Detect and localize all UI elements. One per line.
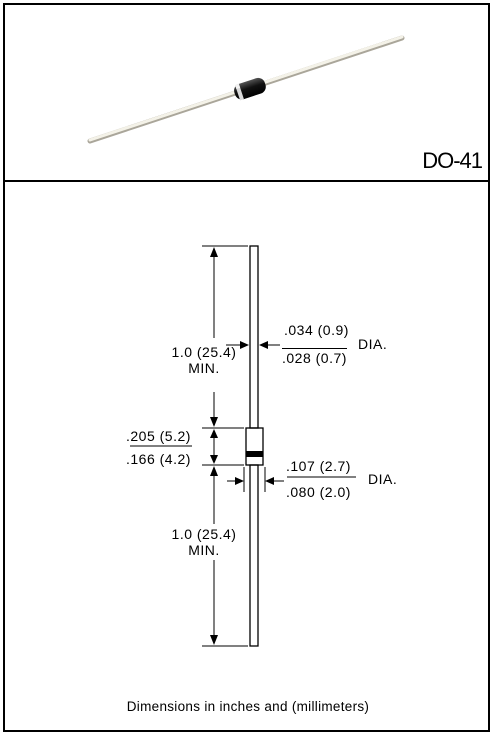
section-divider <box>3 180 490 182</box>
footer-note: Dimensions in inches and (millimeters) <box>126 699 370 714</box>
package-name: DO-41 <box>422 148 483 173</box>
bottom-lead-length-min: MIN. <box>188 542 220 558</box>
lead-length-min: MIN. <box>188 360 220 376</box>
diode-photo-shape <box>87 35 405 144</box>
bottom-lead-length-label: 1.0 (25.4) MIN. <box>162 526 246 558</box>
cathode-band <box>246 451 263 457</box>
lead-diameter-dia: DIA. <box>358 336 388 352</box>
body-diameter-max: .107 (2.7) <box>286 458 351 474</box>
body-outline <box>245 427 264 466</box>
body-length-min: .166 (4.2) <box>126 451 191 467</box>
body-diameter-min: .080 (2.0) <box>286 484 351 500</box>
body-length-max: .205 (5.2) <box>126 428 191 444</box>
bottom-lead-length-value: 1.0 (25.4) <box>171 526 237 542</box>
lead-bottom-outline <box>249 464 259 647</box>
outer-frame <box>3 3 490 732</box>
lead-length-label: 1.0 (25.4) MIN. <box>162 344 246 376</box>
lead-diameter-min: .028 (0.7) <box>282 348 347 366</box>
lead-diameter-max: .034 (0.9) <box>284 322 349 338</box>
lead-top-outline <box>249 245 259 429</box>
lead-length-value: 1.0 (25.4) <box>171 344 237 360</box>
body-diameter-dia: DIA. <box>368 471 398 487</box>
